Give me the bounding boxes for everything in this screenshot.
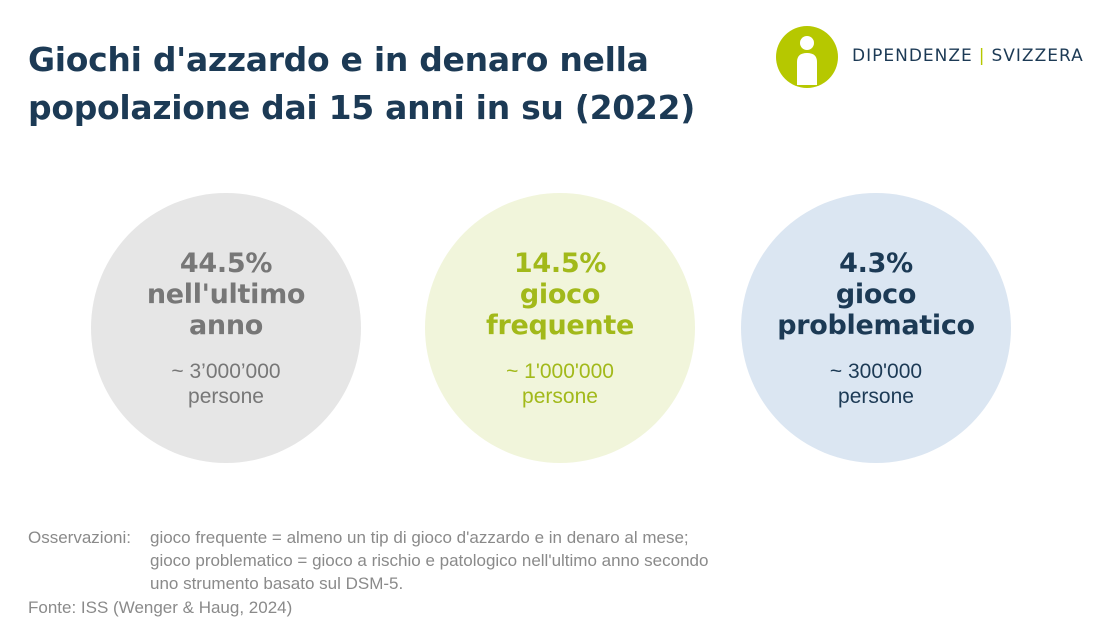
footnotes: Osservazioni: gioco frequente = almeno u…	[28, 526, 848, 619]
stat-circle-frequent: 14.5% gioco frequente ~ 1'000'000 person…	[425, 193, 695, 463]
stat-count: ~ 3’000’000	[171, 360, 281, 383]
stat-value: 4.3%	[839, 248, 913, 279]
stat-headline: 44.5% nell'ultimo anno	[91, 248, 361, 341]
stat-people: ~ 3’000’000 persone	[91, 359, 361, 409]
stat-unit: persone	[522, 385, 598, 408]
observations-label: Osservazioni:	[28, 528, 131, 547]
brand-logo: DIPENDENZE | SVIZZERA	[776, 26, 1086, 88]
brand-separator: |	[978, 46, 986, 66]
brand-word: DIPENDENZE	[852, 46, 973, 66]
source-note: Fonte: ISS (Wenger & Haug, 2024)	[28, 598, 293, 617]
stat-label: anno	[188, 310, 263, 341]
stat-label: frequente	[486, 310, 634, 341]
title-line: popolazione dai 15 anni in su (2022)	[28, 88, 696, 127]
stat-headline: 4.3% gioco problematico	[741, 248, 1011, 341]
stat-label: gioco	[835, 279, 917, 310]
observation-line: uno strumento basato sul DSM-5.	[150, 574, 404, 593]
stat-value: 44.5%	[179, 248, 273, 279]
person-in-circle-icon	[776, 26, 838, 88]
observation-line: gioco frequente = almeno un tip di gioco…	[150, 528, 689, 547]
page-title: Giochi d'azzardo e in denaro nella popol…	[28, 36, 768, 132]
observation-line: gioco problematico = gioco a rischio e p…	[150, 551, 709, 570]
stat-label: gioco	[519, 279, 601, 310]
stat-label: problematico	[777, 310, 975, 341]
title-line: Giochi d'azzardo e in denaro nella	[28, 40, 649, 79]
observations: Osservazioni: gioco frequente = almeno u…	[28, 526, 848, 595]
stat-people: ~ 300'000 persone	[741, 359, 1011, 409]
stat-count: ~ 1'000'000	[506, 360, 614, 383]
stat-unit: persone	[838, 385, 914, 408]
stat-unit: persone	[188, 385, 264, 408]
stat-value: 14.5%	[513, 248, 607, 279]
stat-people: ~ 1'000'000 persone	[425, 359, 695, 409]
brand-name: DIPENDENZE | SVIZZERA	[852, 45, 1084, 67]
stat-count: ~ 300'000	[829, 360, 923, 383]
brand-word: SVIZZERA	[991, 46, 1084, 66]
stat-label: nell'ultimo	[146, 279, 306, 310]
stat-headline: 14.5% gioco frequente	[425, 248, 695, 341]
observations-text: gioco frequente = almeno un tip di gioco…	[150, 526, 708, 595]
stat-circle-problematic: 4.3% gioco problematico ~ 300'000 person…	[741, 193, 1011, 463]
stat-circle-last-year: 44.5% nell'ultimo anno ~ 3’000’000 perso…	[91, 193, 361, 463]
